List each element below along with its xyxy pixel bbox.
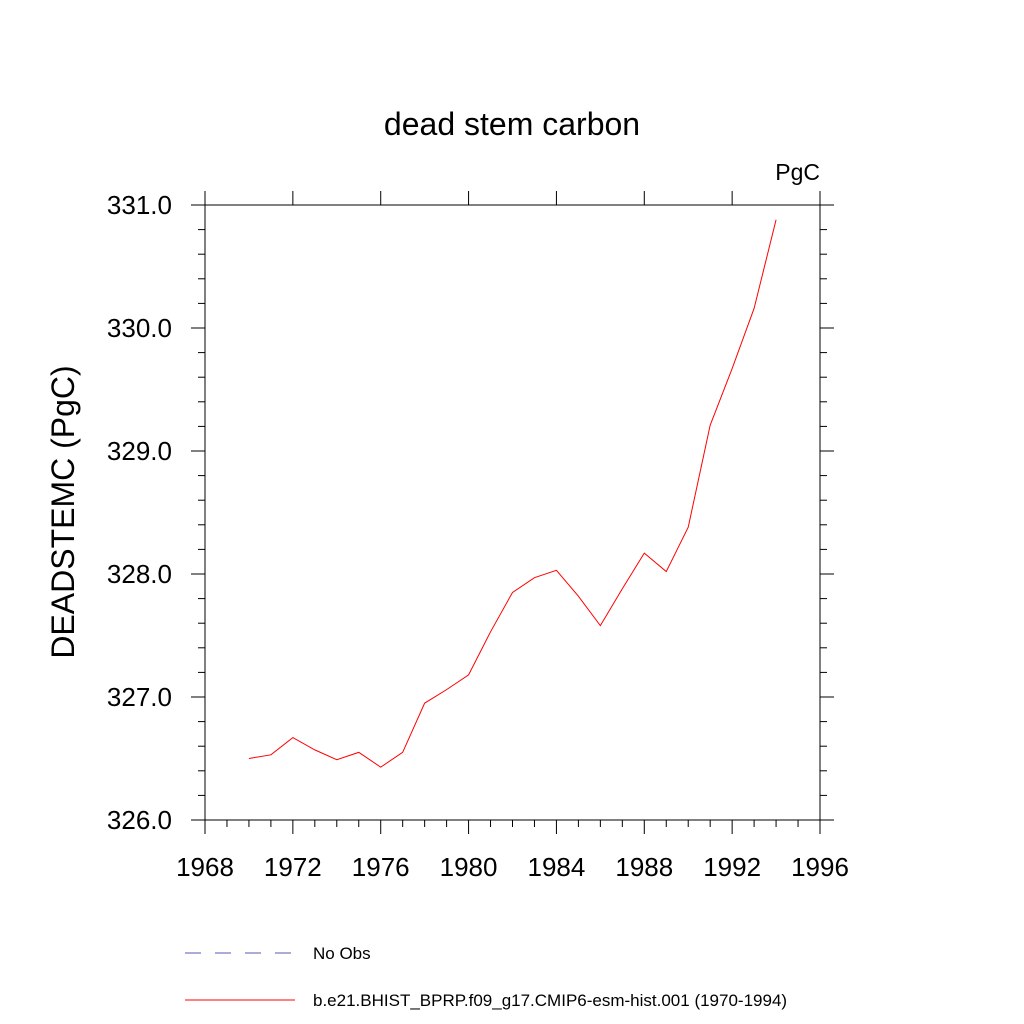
y-tick-label: 327.0 [107,682,172,712]
y-tick-label: 331.0 [107,190,172,220]
chart-title: dead stem carbon [384,106,640,142]
y-tick-label: 328.0 [107,559,172,589]
legend: No Obs b.e21.BHIST_BPRP.f09_g17.CMIP6-es… [185,944,787,1010]
y-tick-label: 326.0 [107,805,172,835]
x-tick-label: 1992 [703,852,761,882]
y-tick-labels: 326.0 327.0 328.0 329.0 330.0 331.0 [107,190,172,835]
units-label: PgC [775,159,820,185]
x-tick-labels: 1968 1972 1976 1980 1984 1988 1992 1996 [176,852,849,882]
y-tick-label: 330.0 [107,313,172,343]
x-tick-label: 1988 [615,852,673,882]
x-tick-label: 1972 [264,852,322,882]
x-tick-label: 1980 [440,852,498,882]
x-tick-label: 1968 [176,852,234,882]
x-tick-label: 1976 [352,852,410,882]
legend-label-no-obs: No Obs [313,944,371,963]
series-line [248,219,777,768]
axis-ticks [191,191,834,834]
plot-frame [204,204,821,821]
legend-label-model: b.e21.BHIST_BPRP.f09_g17.CMIP6-esm-hist.… [313,991,787,1010]
series-layer [248,219,777,768]
y-axis-label: DEADSTEMC (PgC) [45,365,81,658]
x-tick-label: 1984 [528,852,586,882]
x-tick-label: 1996 [791,852,849,882]
y-tick-label: 329.0 [107,436,172,466]
